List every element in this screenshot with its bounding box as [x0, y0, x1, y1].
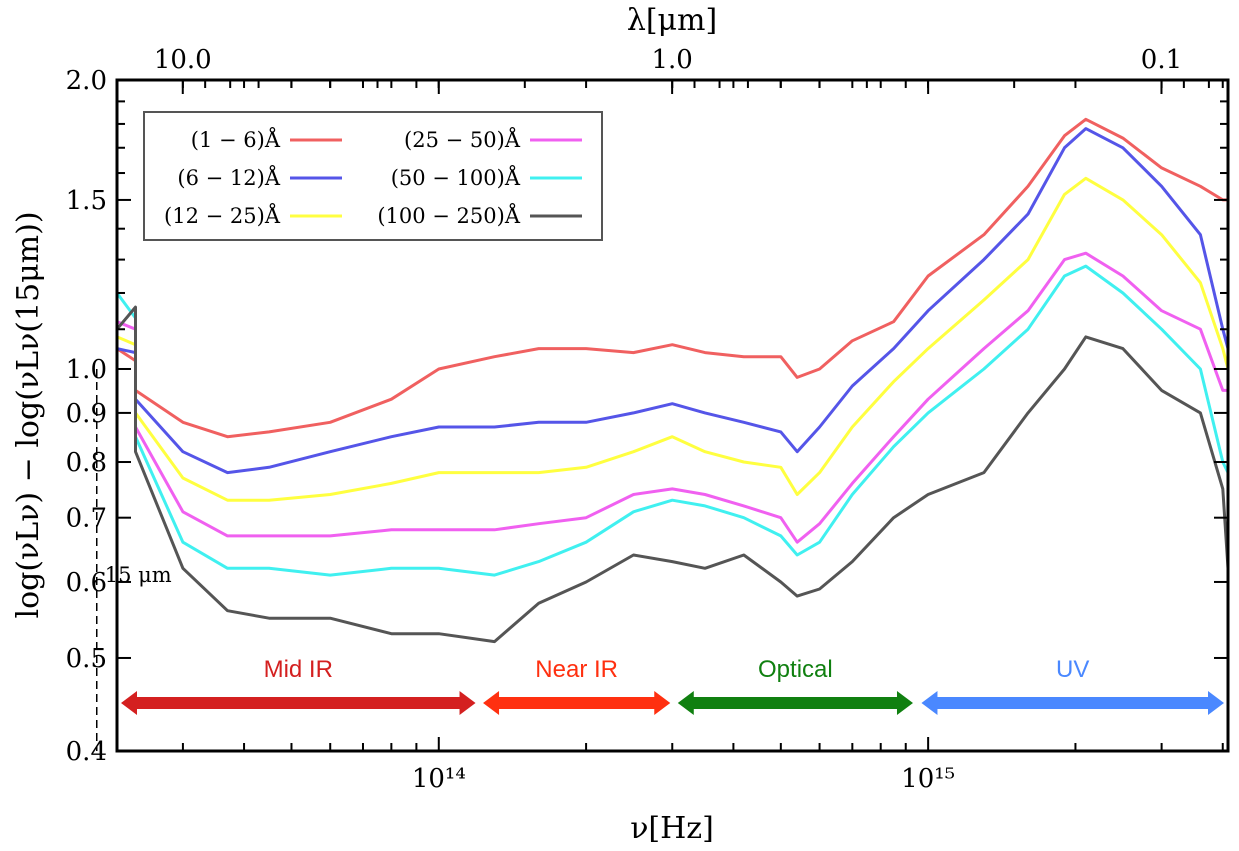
- y-axis-title: log(νLν) − log(νLν(15μm)): [11, 211, 46, 618]
- legend-label-4: (50 − 100)Å: [391, 165, 521, 190]
- band-label-2: Optical: [758, 656, 833, 683]
- band-arrow-1: [483, 691, 671, 715]
- series-line-4: [117, 264, 1228, 577]
- band-arrow-0: [121, 691, 476, 715]
- y-tick-labels: 0.4 0.5 0.6 0.7 0.8 0.9 1.0 1.5 2.0: [66, 66, 107, 767]
- top-tick-labels: 10.0 1.0 0.1: [154, 45, 1182, 75]
- series-line-0: [117, 117, 1228, 439]
- tick-marks: [117, 79, 1228, 752]
- y-tick-label: 0.8: [66, 448, 107, 478]
- legend-label-1: (6 − 12)Å: [177, 165, 280, 190]
- top-axis-title: λ[μm]: [627, 3, 717, 38]
- series-line-1: [117, 127, 1228, 475]
- legend-label-2: (12 − 25)Å: [164, 203, 281, 228]
- top-tick-label: 10.0: [154, 45, 212, 75]
- y-tick-label: 1.0: [66, 355, 107, 385]
- top-tick-label: 1.0: [651, 45, 692, 75]
- series-lines: [117, 117, 1228, 644]
- legend-box: [143, 111, 603, 241]
- y-tick-label: 0.5: [66, 644, 107, 674]
- x-tick-labels: 10¹⁴ 10¹⁵: [412, 764, 955, 794]
- y-tick-label: 2.0: [66, 66, 107, 96]
- band-arrow-2: [677, 691, 913, 715]
- y-tick-label: 1.5: [66, 186, 107, 216]
- top-tick-label: 0.1: [1141, 45, 1182, 75]
- band-arrow-3: [921, 691, 1224, 715]
- legend-label-0: (1 − 6)Å: [191, 127, 281, 152]
- reference-label: 15 μm: [105, 563, 172, 587]
- legend: (1 − 6)Å (6 − 12)Å (12 − 25)Å (25 − 50)Å (50…: [143, 111, 603, 241]
- x-tick-label: 10¹⁴: [412, 764, 466, 794]
- x-tick-label: 10¹⁵: [901, 764, 955, 794]
- legend-label-5: (100 − 250)Å: [377, 203, 520, 228]
- y-tick-label: 0.6: [66, 568, 107, 598]
- band-label-3: UV: [1056, 656, 1089, 683]
- band-label-0: Mid IR: [264, 656, 333, 683]
- legend-label-3: (25 − 50)Å: [404, 127, 521, 152]
- y-tick-label: 0.4: [66, 737, 107, 767]
- band-arrows: Mid IR Near IR Optical UV: [121, 656, 1224, 715]
- band-label-1: Near IR: [535, 656, 618, 683]
- series-line-5: [117, 305, 1228, 644]
- y-tick-label: 0.9: [66, 399, 107, 429]
- x-axis-title: ν[Hz]: [630, 811, 714, 846]
- series-line-2: [117, 176, 1228, 502]
- legend-entries: (1 − 6)Å (6 − 12)Å (12 − 25)Å (25 − 50)Å (50…: [164, 127, 582, 228]
- series-line-3: [117, 251, 1228, 544]
- y-tick-label: 0.7: [66, 504, 107, 534]
